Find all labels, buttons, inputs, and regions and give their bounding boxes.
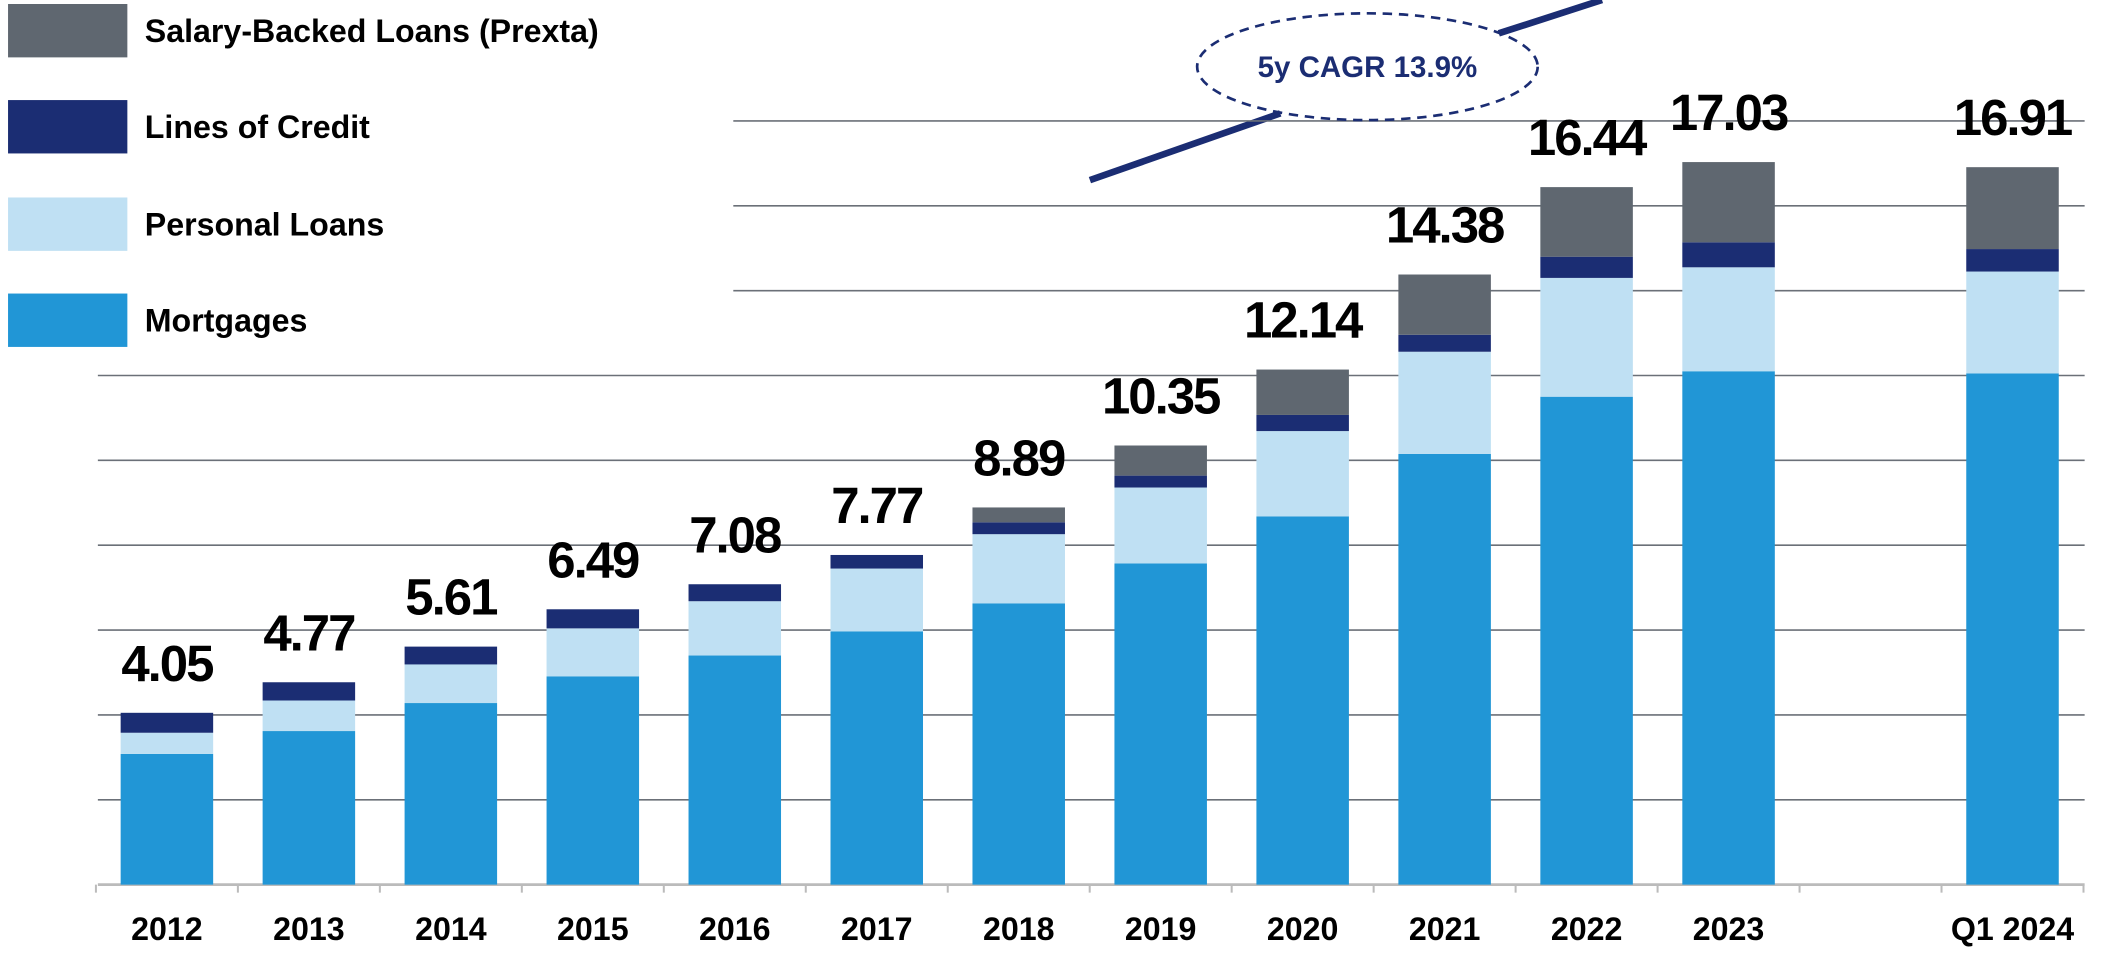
x-tick-label: 2017 — [841, 911, 913, 947]
bar-segment — [1256, 414, 1349, 432]
total-label: 16.91 — [1954, 89, 2072, 146]
bar-segment — [1540, 277, 1633, 397]
bar-segment — [972, 534, 1065, 604]
total-label: 14.38 — [1386, 197, 1504, 254]
bar-segment — [1540, 396, 1633, 885]
bar-segment — [1398, 274, 1491, 335]
bar-segment — [1114, 445, 1207, 476]
bar-segment — [830, 554, 924, 569]
bar-segment — [1114, 487, 1207, 564]
legend-swatch — [8, 4, 128, 58]
bar-segment — [404, 646, 498, 665]
legend-swatch — [8, 293, 128, 347]
bar-segment — [1256, 431, 1349, 517]
x-tick-label: 2019 — [1125, 911, 1197, 947]
bar-segment — [262, 700, 356, 732]
bar-segment — [546, 628, 640, 677]
bar-segment — [120, 712, 214, 733]
x-tick-label: 2022 — [1551, 911, 1623, 947]
x-tick-label: 2021 — [1409, 911, 1481, 947]
bar-segment — [120, 732, 214, 754]
total-label: 7.77 — [831, 477, 923, 534]
bar-segment — [262, 731, 356, 885]
legend-label: Salary-Backed Loans (Prexta) — [145, 13, 599, 49]
bar-segment — [688, 584, 782, 602]
bar-segment — [1256, 516, 1349, 885]
bar-segment — [830, 568, 924, 632]
bar-segment — [546, 609, 640, 629]
legend-label: Lines of Credit — [145, 109, 370, 145]
bar-segment — [404, 664, 498, 704]
annotation-ellipse — [1195, 12, 1540, 122]
x-tick-label: 2013 — [273, 911, 345, 947]
bar-segment — [262, 682, 356, 701]
bar-segment — [120, 753, 214, 885]
bar-segment — [1256, 369, 1349, 415]
x-tick-label: 2015 — [557, 911, 629, 947]
legend-label: Personal Loans — [145, 206, 384, 242]
total-label: 4.05 — [121, 635, 213, 692]
legend-label: Mortgages — [145, 302, 308, 338]
bar-segment — [546, 676, 640, 885]
bar-segment — [1966, 167, 2059, 250]
x-tick-label: 2014 — [415, 911, 487, 947]
bar-segment — [1682, 267, 1775, 372]
bar-segment — [1398, 453, 1491, 885]
bar-segment — [1540, 187, 1633, 257]
plot: 2012 4.05 2013 4.77 2014 5.61 2015 6.49 2016 7.08… — [8, 0, 2085, 947]
bar-segment — [1398, 351, 1491, 454]
x-tick-label: 2020 — [1267, 911, 1339, 947]
total-label: 5.61 — [405, 569, 497, 626]
x-tick-label: 2012 — [131, 911, 203, 947]
bar-segment — [1682, 162, 1775, 243]
x-tick-label: 2018 — [983, 911, 1055, 947]
x-tick-label: 2023 — [1693, 911, 1765, 947]
trend-line — [1497, 0, 1604, 37]
legend-swatch — [8, 197, 128, 251]
trend-line — [1088, 110, 1282, 184]
bar-segment — [1966, 271, 2059, 374]
bar-segment — [1682, 371, 1775, 885]
bar-segment — [404, 703, 498, 885]
bar-segment — [1114, 563, 1207, 885]
bar-segment — [972, 522, 1065, 535]
bar-segment — [1682, 242, 1775, 268]
bar-segment — [972, 603, 1065, 885]
total-label: 17.03 — [1670, 84, 1788, 141]
total-label: 8.89 — [973, 430, 1065, 487]
total-label: 10.35 — [1102, 368, 1220, 425]
bar-segment — [688, 601, 782, 656]
bar-segment — [830, 631, 924, 885]
x-tick-label: Q1 2024 — [1951, 911, 2075, 947]
x-tick-label: 2016 — [699, 911, 771, 947]
bar-segment — [688, 655, 782, 885]
bar-segment — [1966, 373, 2059, 885]
total-label: 6.49 — [547, 531, 639, 588]
bar-segment — [1398, 334, 1491, 352]
legend-swatch — [8, 100, 128, 154]
bar-segment — [1540, 256, 1633, 278]
bar-segment — [1966, 249, 2059, 272]
total-label: 16.44 — [1528, 109, 1647, 166]
total-label: 12.14 — [1244, 292, 1363, 349]
total-label: 4.77 — [263, 604, 355, 661]
bar-segment — [972, 507, 1065, 523]
bar-segment — [1114, 475, 1207, 488]
annotation: 5y CAGR 13.9% — [1258, 51, 1478, 84]
total-label: 7.08 — [689, 506, 781, 563]
